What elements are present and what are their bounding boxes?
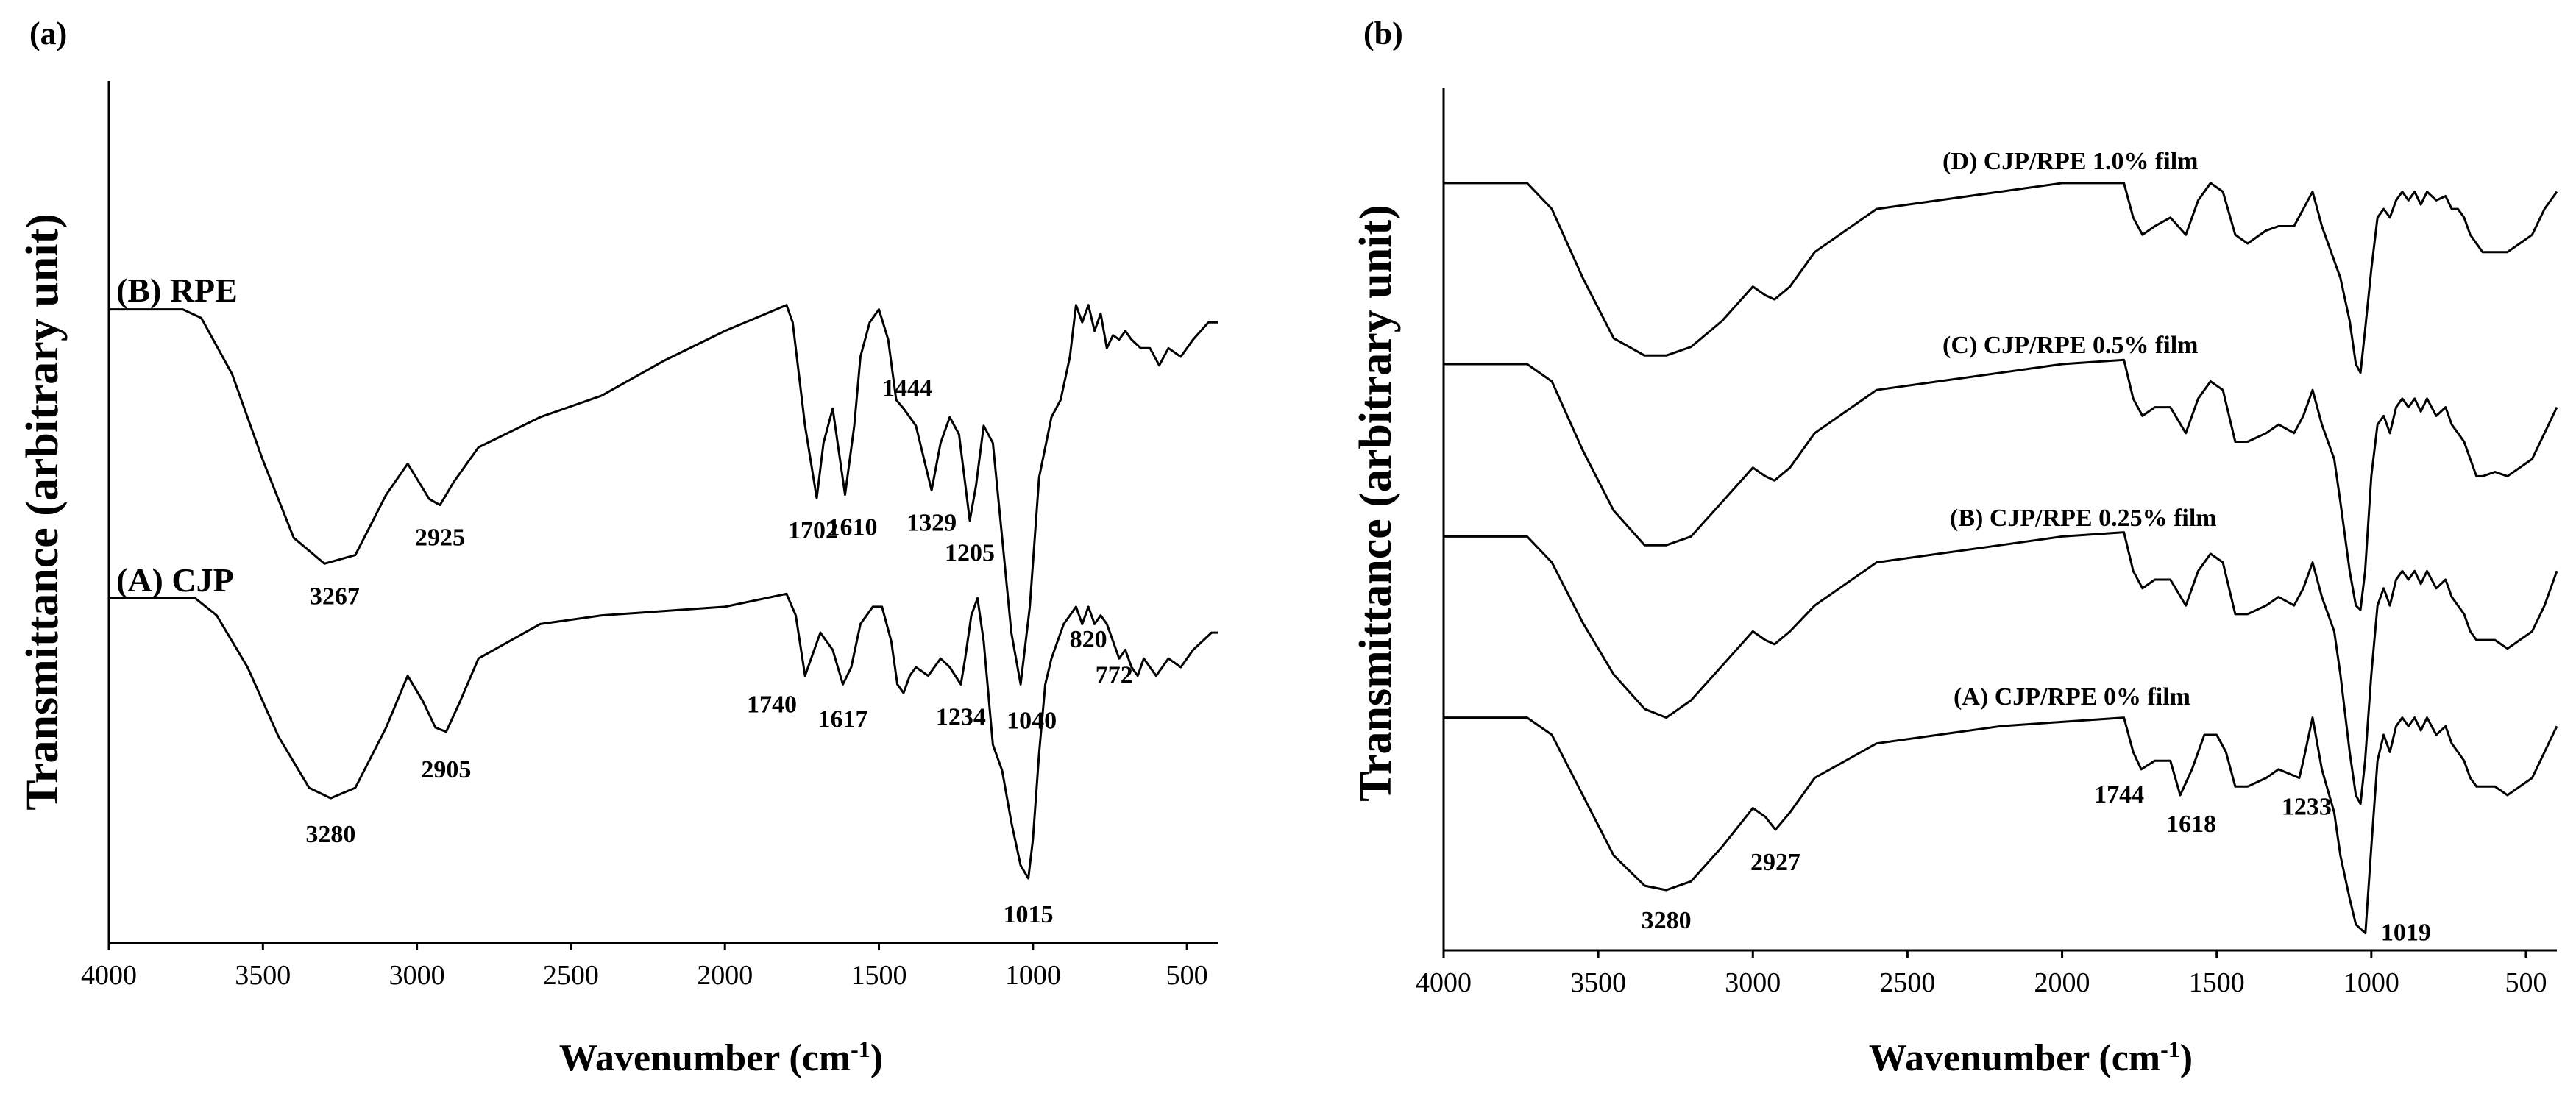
peak-label: 3267 (310, 583, 360, 610)
x-tick-label: 2500 (543, 960, 599, 991)
peak-label: 1015 (1004, 901, 1054, 928)
x-axis-label-superscript: -1 (2160, 1036, 2180, 1062)
x-tick-label: 1500 (851, 960, 907, 991)
x-axis-label-main: Wavenumber (cm (559, 1037, 851, 1079)
series-line-1 (1444, 182, 2558, 374)
x-tick-label: 3500 (1570, 967, 1626, 998)
x-axis-label: Wavenumber (cm-1) (1869, 1036, 2193, 1079)
x-tick-label: 1500 (2189, 967, 2245, 998)
peak-label: 1040 (1007, 707, 1057, 734)
peak-label: 1444 (882, 375, 932, 402)
panel-label: (a) (29, 15, 67, 51)
series-label: (A) CJP (116, 561, 234, 599)
peak-label: 1329 (906, 510, 957, 537)
y-axis-label: Transmittance (arbitrary unit) (1351, 204, 1401, 802)
peak-label: 1618 (2166, 811, 2216, 838)
peak-label: 3280 (305, 821, 355, 848)
series-line-2 (109, 592, 1218, 880)
x-axis-label-end: ) (2180, 1037, 2193, 1079)
peak-label: 1610 (827, 514, 877, 541)
x-axis-label-main: Wavenumber (cm (1869, 1037, 2160, 1079)
x-tick-label: 4000 (1416, 967, 1472, 998)
panel-b: 4000 3500 3000 2500 2000 1500 1000 500 (b) Transm… (1351, 15, 2558, 1079)
peak-label: 3280 (1642, 907, 1692, 934)
x-axis-label-superscript: -1 (851, 1036, 870, 1062)
peak-label: 2927 (1750, 849, 1800, 876)
series-line-1 (109, 304, 1218, 686)
panel-a: 4000 3500 3000 2500 2000 1500 1000 500 (a) Transm… (18, 15, 1218, 1079)
series-label: (B) RPE (116, 271, 238, 309)
x-axis-label-end: ) (870, 1037, 883, 1079)
peak-label: 820 (1070, 626, 1107, 653)
peak-label: 772 (1096, 661, 1133, 688)
x-tick-label: 500 (2505, 967, 2547, 998)
peak-label: 1740 (747, 691, 797, 719)
peak-label: 1617 (818, 705, 868, 733)
series-line-3 (1444, 531, 2558, 805)
peak-label: 1234 (936, 703, 986, 730)
series-line-4 (1444, 716, 2558, 935)
panel-label: (b) (1363, 15, 1403, 51)
x-tick-label: 3000 (389, 960, 445, 991)
x-tick-label: 1000 (1005, 960, 1061, 991)
series-label: (C) CJP/RPE 0.5% film (1942, 332, 2199, 359)
y-axis-label: Transmittance (arbitrary unit) (18, 213, 68, 811)
x-axis-label: Wavenumber (cm-1) (559, 1036, 883, 1079)
series-line-2 (1444, 358, 2558, 611)
x-tick-label: 4000 (81, 960, 137, 991)
x-tick-label: 3000 (1725, 967, 1781, 998)
x-tick-label: 3500 (235, 960, 291, 991)
x-tick-label: 2000 (2034, 967, 2090, 998)
peak-label: 1744 (2094, 781, 2144, 808)
peak-label: 2905 (421, 756, 471, 783)
x-tick-label: 500 (1166, 960, 1208, 991)
series-label: (D) CJP/RPE 1.0% film (1942, 148, 2199, 175)
series-label: (A) CJP/RPE 0% film (1954, 683, 2190, 711)
peak-label: 1702 (788, 517, 838, 544)
peak-label: 1019 (2381, 919, 2431, 947)
x-tick-label: 2000 (697, 960, 753, 991)
x-tick-label: 2500 (1879, 967, 1935, 998)
x-tick-label: 1000 (2343, 967, 2399, 998)
series-label: (B) CJP/RPE 0.25% film (1950, 505, 2217, 532)
peak-label: 2925 (415, 524, 465, 552)
peak-label: 1233 (2282, 794, 2332, 821)
peak-label: 1205 (945, 540, 995, 567)
